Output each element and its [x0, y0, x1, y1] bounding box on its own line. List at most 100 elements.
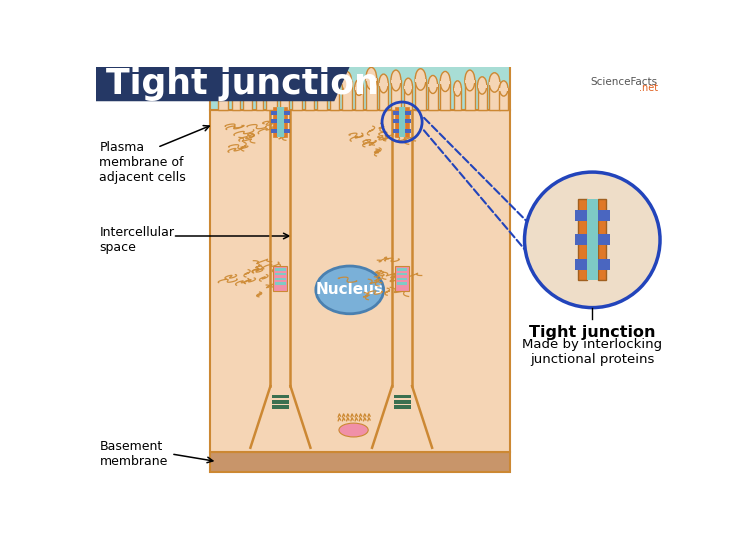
Bar — [399, 108, 405, 137]
Bar — [243, 82, 252, 85]
Bar — [465, 80, 475, 83]
Bar — [342, 80, 352, 84]
Bar — [232, 87, 240, 110]
Bar — [489, 83, 500, 110]
Bar — [275, 282, 286, 285]
Bar — [217, 80, 228, 84]
Circle shape — [524, 172, 660, 307]
Ellipse shape — [465, 70, 475, 91]
Bar — [274, 266, 287, 291]
Bar — [330, 84, 339, 110]
Bar — [574, 210, 587, 220]
Bar — [275, 278, 286, 280]
Bar — [366, 78, 376, 81]
Bar — [404, 87, 412, 110]
Ellipse shape — [266, 67, 277, 89]
Text: .net: .net — [638, 83, 658, 93]
Ellipse shape — [305, 78, 314, 95]
Ellipse shape — [243, 73, 252, 93]
Bar — [397, 278, 407, 280]
Bar — [598, 259, 610, 270]
Bar — [397, 268, 407, 271]
Bar — [266, 77, 277, 80]
Polygon shape — [96, 67, 350, 101]
Bar — [454, 88, 461, 110]
Bar — [330, 84, 339, 87]
Bar — [397, 282, 407, 285]
Bar — [284, 129, 290, 133]
Bar — [394, 400, 410, 404]
Bar — [217, 82, 228, 110]
Bar — [405, 129, 411, 133]
Bar — [316, 79, 328, 82]
Bar — [272, 400, 289, 404]
Bar — [478, 85, 487, 88]
Bar — [598, 234, 610, 245]
Bar — [272, 111, 278, 115]
Bar — [266, 78, 277, 110]
Bar — [379, 83, 388, 86]
Ellipse shape — [391, 70, 401, 91]
Ellipse shape — [379, 74, 388, 93]
Bar — [578, 199, 587, 280]
Text: Basement
membrane: Basement membrane — [100, 440, 168, 468]
Bar — [440, 80, 450, 84]
Bar — [465, 80, 475, 110]
Bar — [275, 268, 286, 271]
Bar — [428, 84, 437, 110]
Ellipse shape — [489, 73, 500, 92]
Bar — [232, 85, 240, 89]
Bar — [587, 199, 598, 280]
Bar — [280, 84, 289, 87]
Text: Made by interlocking
junctional proteins: Made by interlocking junctional proteins — [522, 339, 662, 366]
Bar — [284, 108, 287, 137]
Text: ScienceFacts: ScienceFacts — [590, 77, 658, 87]
Bar — [272, 119, 278, 123]
Ellipse shape — [330, 75, 339, 93]
Bar — [394, 395, 410, 398]
Text: Nucleus: Nucleus — [316, 282, 384, 297]
Bar — [366, 78, 376, 110]
Bar — [416, 79, 426, 82]
Ellipse shape — [428, 75, 437, 93]
Bar — [393, 129, 399, 133]
Bar — [256, 89, 263, 92]
Bar — [243, 83, 252, 110]
Bar — [405, 108, 409, 137]
Bar — [598, 199, 606, 280]
Bar — [500, 88, 508, 110]
Bar — [209, 110, 510, 452]
Text: Intercellular
space: Intercellular space — [100, 226, 175, 254]
Ellipse shape — [500, 81, 508, 96]
Text: Tight junction: Tight junction — [106, 67, 380, 100]
Bar — [454, 88, 461, 91]
Ellipse shape — [316, 266, 383, 314]
Bar — [574, 234, 587, 245]
Bar — [209, 452, 510, 472]
Bar — [342, 82, 352, 110]
Bar — [397, 273, 407, 275]
Bar — [405, 111, 411, 115]
Bar — [598, 210, 610, 220]
Text: Plasma
membrane of
adjacent cells: Plasma membrane of adjacent cells — [100, 142, 186, 184]
Ellipse shape — [404, 78, 412, 95]
Bar — [395, 108, 399, 137]
Ellipse shape — [355, 79, 363, 95]
Bar — [284, 119, 290, 123]
Bar — [292, 80, 302, 83]
Bar — [275, 273, 286, 275]
Bar — [394, 405, 410, 409]
Text: Tight junction: Tight junction — [529, 325, 656, 340]
Bar — [284, 111, 290, 115]
Ellipse shape — [478, 77, 487, 94]
Bar — [209, 53, 510, 110]
Bar — [272, 395, 289, 398]
Bar — [489, 82, 500, 85]
Bar — [274, 108, 278, 137]
Bar — [256, 89, 263, 110]
Bar — [393, 119, 399, 123]
Bar — [355, 88, 363, 110]
Ellipse shape — [440, 72, 450, 92]
Ellipse shape — [416, 69, 426, 90]
Bar — [272, 129, 278, 133]
